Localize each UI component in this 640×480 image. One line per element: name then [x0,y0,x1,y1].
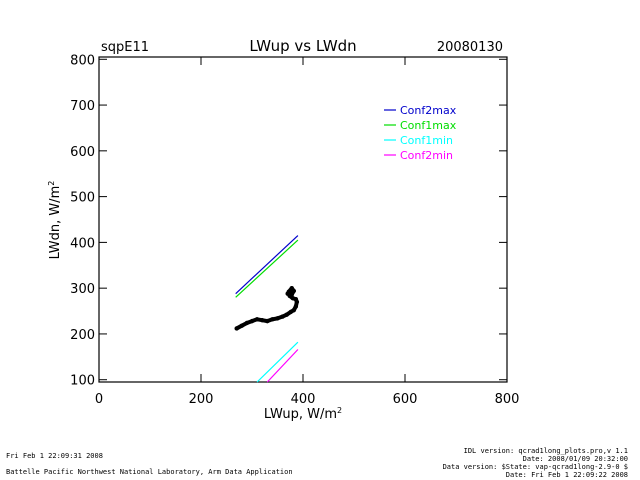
x-tick-label: 800 [495,392,520,407]
x-tick-label: 200 [189,392,214,407]
observation-point [293,304,299,309]
series-line-conf2min [266,349,299,383]
site-label: sqpE11 [101,40,149,55]
footer-idl-version: IDL version: qcrad1long_plots.pro,v 1.1 [463,447,628,455]
observation-point [265,318,270,324]
observation-point [291,307,297,313]
observation-point [280,314,285,319]
y-tick-label: 100 [70,374,95,389]
observation-point [284,312,289,317]
y-tick-label: 600 [70,145,95,160]
footer-timestamp: Fri Feb 1 22:09:31 2008 [6,452,103,460]
observation-point [260,318,265,323]
legend-label: Conf2min [400,149,453,162]
series-line-conf1min [256,341,299,383]
observation-point [291,288,297,294]
series-line-conf2max [235,235,299,295]
footer-data-version: Data version: $State: vap-qcrad1long-2.9… [442,463,628,471]
x-axis-label: LWup, W/m2 [264,406,342,422]
footer-idl-date: Date: 2008/01/09 20:32:00 [522,455,628,463]
observation-point [234,326,239,331]
footer-run-date: Date: Fri Feb 1 22:09:22 2008 [505,471,628,479]
x-tick-label: 600 [393,392,418,407]
series-line-conf1max [235,239,299,298]
y-tick-label: 700 [70,99,95,114]
observation-point [285,291,290,296]
observation-point [290,296,295,301]
legend-label: Conf1max [400,119,457,132]
observation-point [244,320,250,326]
footer-institution: Battelle Pacific Northwest National Labo… [6,468,293,476]
date-label: 20080130 [437,40,503,55]
y-tick-label: 500 [70,191,95,206]
chart-title: LWup vs LWdn [249,37,356,55]
observation-point [270,317,275,322]
x-tick-label: 0 [95,392,103,407]
legend-label: Conf2max [400,104,457,117]
y-tick-label: 300 [70,282,95,297]
observation-point [239,323,244,328]
x-tick-label: 400 [291,392,316,407]
y-tick-label: 800 [70,53,95,68]
observation-point [289,292,294,297]
legend-label: Conf1min [400,134,453,147]
y-axis-label: LWdn, W/m2 [47,181,63,260]
y-tick-label: 200 [70,328,95,343]
observation-point [254,317,260,322]
observation-point [275,316,280,321]
observation-point [249,318,255,324]
y-tick-label: 400 [70,236,95,251]
